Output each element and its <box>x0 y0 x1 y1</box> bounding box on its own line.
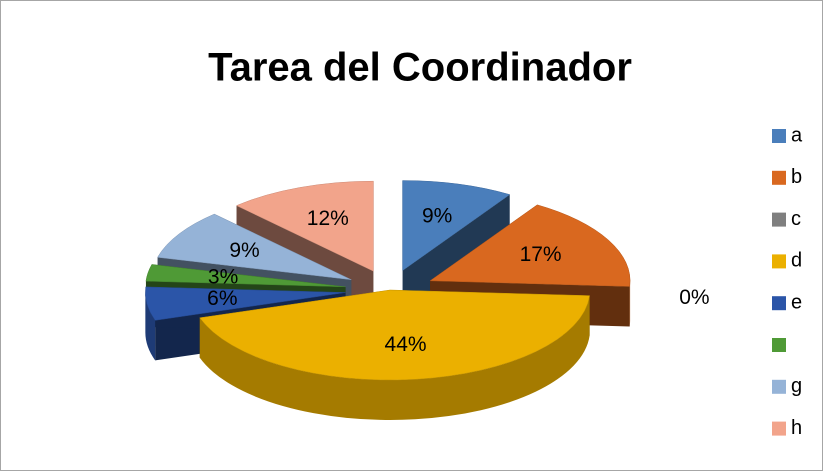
data-label: 0% <box>679 286 709 309</box>
slice <box>199 289 590 381</box>
slice <box>429 204 631 287</box>
legend-label: b <box>791 166 802 188</box>
legend-swatch <box>772 379 786 394</box>
chart-title: Tarea del Coordinador <box>208 46 632 90</box>
data-label: 6% <box>207 287 237 310</box>
data-label: 17% <box>520 243 562 266</box>
legend-swatch <box>772 212 786 227</box>
legend-label: a <box>791 124 803 146</box>
legend-label: h <box>791 417 802 439</box>
data-label: 9% <box>229 239 259 262</box>
legend-swatch <box>772 296 786 311</box>
slice <box>235 180 374 272</box>
legend-swatch <box>772 170 786 185</box>
slice-side <box>199 295 590 421</box>
legend-swatch <box>772 254 786 269</box>
slice <box>402 180 511 272</box>
legend-label: d <box>791 250 802 272</box>
slice <box>157 213 352 280</box>
slice-side <box>145 292 156 361</box>
legend-swatch <box>772 421 786 436</box>
legend-label: g <box>791 375 802 397</box>
data-label: 12% <box>307 207 349 230</box>
legend-swatch <box>772 129 786 143</box>
slice <box>145 286 346 321</box>
data-label: 3% <box>208 266 238 289</box>
legend-label: c <box>791 208 801 230</box>
legend-label: e <box>791 291 802 313</box>
data-label: 44% <box>385 333 427 356</box>
legend-swatch <box>772 338 786 352</box>
data-label: 9% <box>422 205 452 228</box>
slice-wall <box>402 194 510 311</box>
slice <box>145 264 346 288</box>
